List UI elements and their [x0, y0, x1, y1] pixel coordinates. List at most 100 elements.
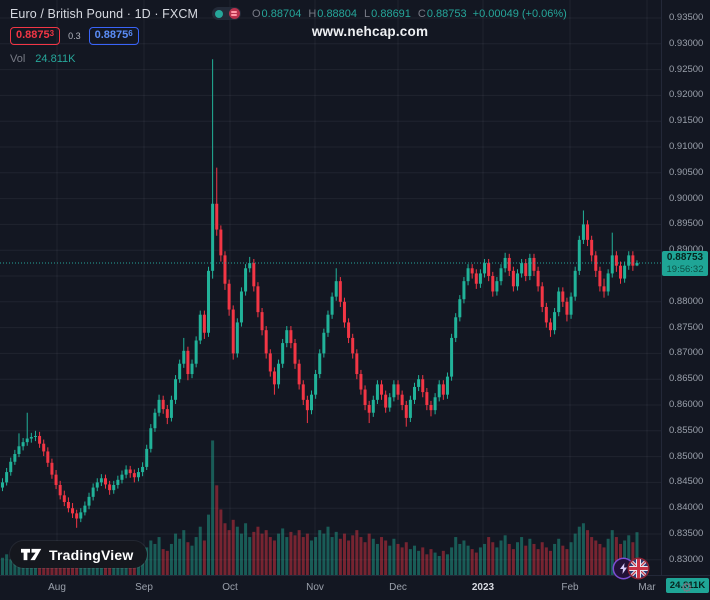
- candle-body: [46, 451, 50, 463]
- candle-body: [507, 257, 511, 271]
- volume-bar: [470, 549, 474, 575]
- price-axis-label: 0.91500: [669, 115, 704, 127]
- volume-bar: [380, 537, 384, 575]
- volume-bar: [182, 530, 186, 575]
- candle-body: [268, 353, 272, 372]
- candle-body: [561, 291, 565, 302]
- volume-bar: [524, 545, 528, 575]
- volume-bar: [466, 545, 470, 575]
- candle-body: [293, 343, 297, 364]
- candle-body: [557, 291, 561, 313]
- volume-bar: [561, 545, 565, 575]
- time-axis-label: Oct: [222, 582, 238, 593]
- candle-body: [553, 312, 557, 331]
- indicator-toggle[interactable]: [211, 7, 241, 20]
- volume-bar: [174, 533, 178, 575]
- symbol-title[interactable]: Euro / British Pound · 1D · FXCM: [10, 6, 198, 21]
- candle-body: [330, 296, 334, 315]
- candle-body: [631, 255, 635, 266]
- candle-body: [301, 384, 305, 400]
- corner-bubbles: [614, 559, 648, 578]
- volume-bar: [375, 543, 379, 575]
- price-axis-label: 0.86000: [669, 399, 704, 410]
- candle-body: [577, 239, 581, 271]
- volume-bar: [355, 530, 359, 575]
- buy-ask-button[interactable]: 0.8875 6: [88, 27, 139, 45]
- ask-price: 0.8875: [94, 29, 129, 41]
- candle-body: [9, 461, 13, 473]
- candle-body: [338, 281, 342, 302]
- candle-body: [157, 399, 161, 413]
- candle-body: [441, 384, 445, 395]
- price-axis-label: 0.90500: [669, 166, 704, 178]
- candle-body: [252, 263, 256, 287]
- price-axis-label: 0.89500: [669, 218, 704, 230]
- candle-body: [120, 474, 124, 480]
- volume-bar: [532, 543, 536, 575]
- candle-body: [334, 281, 338, 297]
- volume-bar: [1, 557, 4, 575]
- candle-body: [602, 286, 606, 292]
- candle-body: [623, 265, 627, 279]
- time-axis[interactable]: 24.811K ⚙ Aug Sep Oct Nov Dec 2023 Feb Mar: [0, 575, 710, 600]
- low-label: L: [364, 7, 371, 20]
- gear-icon[interactable]: ⚙: [681, 580, 693, 595]
- volume-bar: [602, 547, 606, 575]
- candle-body: [421, 379, 425, 393]
- volume-bar: [157, 537, 161, 575]
- candle-body: [314, 374, 318, 395]
- volume-bar: [211, 440, 215, 575]
- candle-body: [437, 384, 441, 398]
- price-axis-label: 0.86500: [669, 373, 704, 385]
- candle-body: [235, 322, 239, 354]
- volume-bar: [400, 547, 404, 575]
- candle-body: [260, 312, 264, 331]
- candle-body: [17, 446, 21, 455]
- volume-bar: [338, 538, 342, 575]
- price-chart[interactable]: [0, 0, 661, 575]
- price-axis-label: 0.84500: [669, 476, 704, 488]
- volume-bar: [528, 538, 532, 575]
- candle-body: [87, 496, 91, 506]
- candle-body: [590, 239, 594, 256]
- price-axis-label: 0.87000: [669, 347, 704, 359]
- volume-bar: [227, 530, 231, 575]
- candle-body: [239, 291, 243, 323]
- volume-bar: [520, 537, 524, 575]
- candle-body: [408, 399, 412, 418]
- toggle-dot-icon: [214, 9, 223, 18]
- candle-body: [375, 384, 379, 400]
- candle-body: [511, 270, 515, 287]
- price-axis-label: 0.84000: [669, 502, 704, 514]
- candle-body: [124, 469, 128, 475]
- lightning-bubble-icon[interactable]: [614, 559, 633, 578]
- candle-body: [54, 474, 58, 485]
- volume-bar: [421, 547, 425, 575]
- candle-body: [227, 283, 231, 310]
- tradingview-logo[interactable]: TradingView: [10, 541, 148, 568]
- price-axis-label: 0.91000: [669, 141, 704, 152]
- candle-body: [42, 443, 46, 452]
- volume-bar: [478, 547, 482, 575]
- volume-bar: [491, 542, 495, 575]
- volume-bar: [277, 533, 281, 575]
- candle-body: [153, 412, 157, 429]
- uk-flag-bubble-icon[interactable]: [629, 559, 648, 578]
- candle-body: [594, 255, 598, 271]
- candle-body: [310, 394, 313, 411]
- volume-bar: [198, 526, 202, 575]
- volume-bar: [260, 533, 264, 575]
- volume-bar: [342, 533, 346, 575]
- candle-body: [211, 203, 215, 271]
- candle-body: [194, 340, 198, 364]
- volume-bar: [487, 537, 491, 575]
- price-axis[interactable]: 0.93500 0.93000 0.92500 0.92000 0.91500 0.910…: [661, 0, 710, 575]
- sell-bid-button[interactable]: 0.8875 3: [10, 27, 61, 45]
- price-axis-label: 0.93500: [669, 12, 704, 23]
- volume-bar: [367, 533, 371, 575]
- candle-body: [169, 399, 173, 418]
- volume-bar: [186, 542, 190, 575]
- low-value: 0.88691: [371, 7, 411, 20]
- candle-body: [62, 495, 66, 503]
